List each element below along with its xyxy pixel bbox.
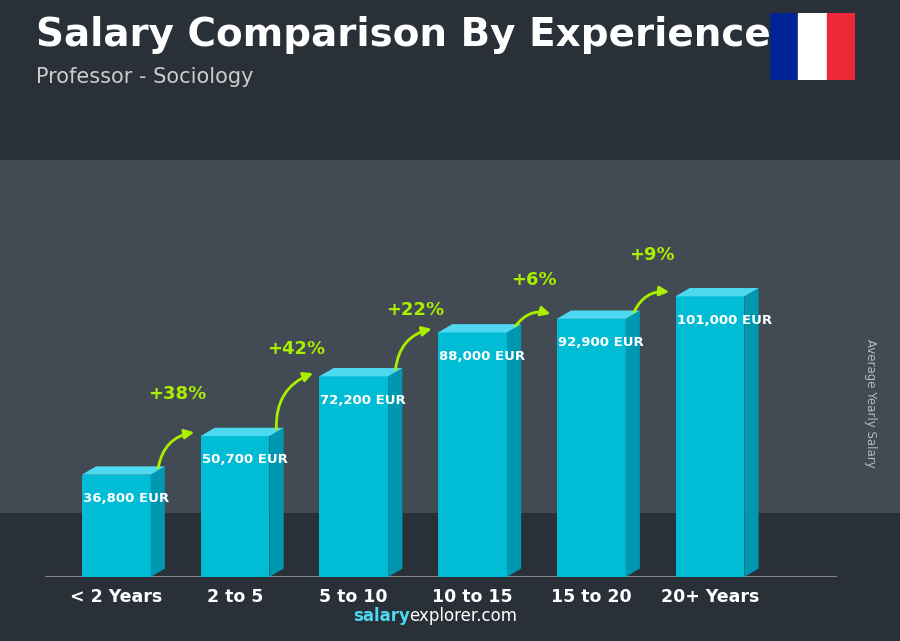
Text: Professor - Sociology: Professor - Sociology — [36, 67, 254, 87]
Polygon shape — [676, 296, 744, 577]
Polygon shape — [676, 288, 759, 296]
Text: +9%: +9% — [629, 246, 675, 263]
Text: +38%: +38% — [148, 385, 206, 403]
Text: 92,900 EUR: 92,900 EUR — [558, 336, 644, 349]
Bar — [798, 13, 826, 80]
Text: Salary Comparison By Experience: Salary Comparison By Experience — [36, 16, 770, 54]
Polygon shape — [320, 376, 388, 577]
Polygon shape — [626, 310, 640, 577]
Text: salary: salary — [353, 607, 410, 625]
Polygon shape — [438, 324, 521, 333]
Text: +22%: +22% — [386, 301, 444, 319]
Text: 50,700 EUR: 50,700 EUR — [202, 453, 288, 467]
Text: explorer.com: explorer.com — [410, 607, 518, 625]
Text: +6%: +6% — [511, 271, 556, 288]
Polygon shape — [744, 288, 759, 577]
Polygon shape — [201, 436, 269, 577]
Polygon shape — [557, 319, 626, 577]
Polygon shape — [507, 324, 521, 577]
Polygon shape — [269, 428, 284, 577]
Bar — [770, 13, 798, 80]
Text: 88,000 EUR: 88,000 EUR — [439, 350, 526, 363]
Bar — [826, 13, 855, 80]
Polygon shape — [438, 333, 507, 577]
Polygon shape — [150, 467, 165, 577]
Polygon shape — [82, 475, 150, 577]
Polygon shape — [388, 368, 402, 577]
Text: 72,200 EUR: 72,200 EUR — [320, 394, 406, 406]
Polygon shape — [320, 368, 402, 376]
Polygon shape — [82, 467, 165, 475]
Text: +42%: +42% — [267, 340, 325, 358]
Text: Average Yearly Salary: Average Yearly Salary — [865, 340, 878, 468]
Polygon shape — [557, 310, 640, 319]
Text: 101,000 EUR: 101,000 EUR — [677, 313, 772, 327]
Polygon shape — [201, 428, 284, 436]
Text: 36,800 EUR: 36,800 EUR — [83, 492, 169, 505]
